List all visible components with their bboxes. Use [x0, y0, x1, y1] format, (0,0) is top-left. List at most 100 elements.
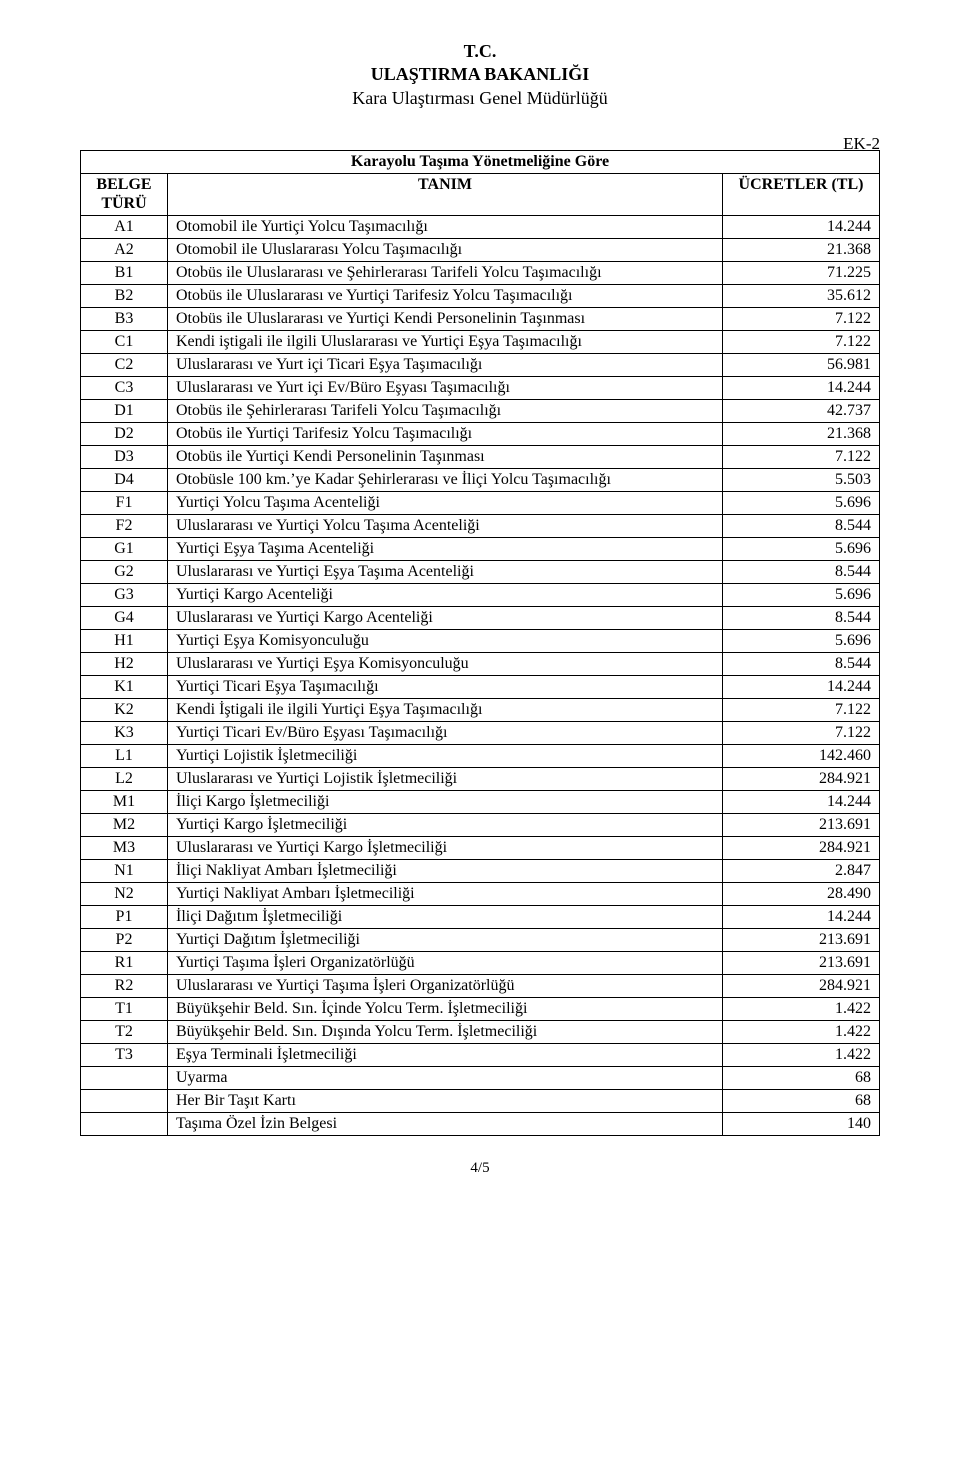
cell-desc: İliçi Dağıtım İşletmeciliği — [168, 905, 723, 928]
table-row: N1İliçi Nakliyat Ambarı İşletmeciliği2.8… — [81, 859, 880, 882]
cell-code: A1 — [81, 215, 168, 238]
table-row: D1Otobüs ile Şehirlerarası Tarifeli Yolc… — [81, 399, 880, 422]
table-row: R1Yurtiçi Taşıma İşleri Organizatörlüğü2… — [81, 951, 880, 974]
cell-code: R2 — [81, 974, 168, 997]
table-row: G1Yurtiçi Eşya Taşıma Acenteliği5.696 — [81, 537, 880, 560]
cell-code — [81, 1112, 168, 1135]
table-row: D3Otobüs ile Yurtiçi Kendi Personelinin … — [81, 445, 880, 468]
cell-fee: 56.981 — [723, 353, 880, 376]
cell-fee: 5.503 — [723, 468, 880, 491]
table-row: M1İliçi Kargo İşletmeciliği14.244 — [81, 790, 880, 813]
cell-fee: 5.696 — [723, 629, 880, 652]
cell-fee: 8.544 — [723, 652, 880, 675]
header-line3: Kara Ulaştırması Genel Müdürlüğü — [80, 87, 880, 110]
cell-fee: 7.122 — [723, 445, 880, 468]
cell-fee: 68 — [723, 1066, 880, 1089]
table-row: T1Büyükşehir Beld. Sın. İçinde Yolcu Ter… — [81, 997, 880, 1020]
table-row: Uyarma68 — [81, 1066, 880, 1089]
table-row: C1Kendi iştigali ile ilgili Uluslararası… — [81, 330, 880, 353]
cell-desc: Uluslararası ve Yurt içi Ev/Büro Eşyası … — [168, 376, 723, 399]
th-desc: TANIM — [168, 174, 723, 216]
fee-table-body: A1Otomobil ile Yurtiçi Yolcu Taşımacılığ… — [81, 215, 880, 1135]
cell-desc: Yurtiçi Ticari Ev/Büro Eşyası Taşımacılı… — [168, 721, 723, 744]
cell-code: K1 — [81, 675, 168, 698]
cell-fee: 8.544 — [723, 606, 880, 629]
table-row: B3Otobüs ile Uluslararası ve Yurtiçi Ken… — [81, 307, 880, 330]
cell-fee: 7.122 — [723, 330, 880, 353]
table-row: D4Otobüsle 100 km.’ye Kadar Şehirleraras… — [81, 468, 880, 491]
header-line2: ULAŞTIRMA BAKANLIĞI — [80, 63, 880, 86]
table-row: A2Otomobil ile Uluslararası Yolcu Taşıma… — [81, 238, 880, 261]
cell-desc: Uluslararası ve Yurtiçi Kargo Acenteliği — [168, 606, 723, 629]
cell-fee: 5.696 — [723, 583, 880, 606]
cell-fee: 8.544 — [723, 560, 880, 583]
cell-desc: Büyükşehir Beld. Sın. İçinde Yolcu Term.… — [168, 997, 723, 1020]
th-code-line2: TÜRÜ — [101, 195, 146, 212]
cell-fee: 71.225 — [723, 261, 880, 284]
table-caption-row: Karayolu Taşıma Yönetmeliğine Göre — [81, 151, 880, 174]
cell-fee: 2.847 — [723, 859, 880, 882]
cell-code: B2 — [81, 284, 168, 307]
cell-desc: Yurtiçi Taşıma İşleri Organizatörlüğü — [168, 951, 723, 974]
table-row: D2Otobüs ile Yurtiçi Tarifesiz Yolcu Taş… — [81, 422, 880, 445]
table-row: T2Büyükşehir Beld. Sın. Dışında Yolcu Te… — [81, 1020, 880, 1043]
cell-fee: 284.921 — [723, 974, 880, 997]
cell-desc: Otobüsle 100 km.’ye Kadar Şehirlerarası … — [168, 468, 723, 491]
cell-desc: Kendi İştigali ile ilgili Yurtiçi Eşya T… — [168, 698, 723, 721]
cell-code: M3 — [81, 836, 168, 859]
cell-code: F1 — [81, 491, 168, 514]
cell-fee: 14.244 — [723, 790, 880, 813]
cell-desc: Taşıma Özel İzin Belgesi — [168, 1112, 723, 1135]
table-row: K2Kendi İştigali ile ilgili Yurtiçi Eşya… — [81, 698, 880, 721]
cell-desc: Uluslararası ve Yurtiçi Eşya Komisyoncul… — [168, 652, 723, 675]
table-row: G4Uluslararası ve Yurtiçi Kargo Acenteli… — [81, 606, 880, 629]
cell-desc: Otobüs ile Uluslararası ve Yurtiçi Kendi… — [168, 307, 723, 330]
cell-code: T1 — [81, 997, 168, 1020]
table-row: M3Uluslararası ve Yurtiçi Kargo İşletmec… — [81, 836, 880, 859]
cell-fee: 7.122 — [723, 698, 880, 721]
cell-fee: 7.122 — [723, 721, 880, 744]
table-row: F1Yurtiçi Yolcu Taşıma Acenteliği5.696 — [81, 491, 880, 514]
table-row: Taşıma Özel İzin Belgesi140 — [81, 1112, 880, 1135]
cell-desc: Yurtiçi Eşya Taşıma Acenteliği — [168, 537, 723, 560]
cell-desc: Yurtiçi Ticari Eşya Taşımacılığı — [168, 675, 723, 698]
cell-code: N2 — [81, 882, 168, 905]
cell-desc: Otobüs ile Uluslararası ve Şehirlerarası… — [168, 261, 723, 284]
table-header-row: BELGE TÜRÜ TANIM ÜCRETLER (TL) — [81, 174, 880, 216]
cell-code: K2 — [81, 698, 168, 721]
table-caption-text: Karayolu Taşıma Yönetmeliğine Göre — [351, 153, 609, 170]
cell-fee: 5.696 — [723, 491, 880, 514]
cell-desc: Büyükşehir Beld. Sın. Dışında Yolcu Term… — [168, 1020, 723, 1043]
cell-code: P2 — [81, 928, 168, 951]
cell-desc: Kendi iştigali ile ilgili Uluslararası v… — [168, 330, 723, 353]
cell-code: R1 — [81, 951, 168, 974]
cell-desc: Uluslararası ve Yurt içi Ticari Eşya Taş… — [168, 353, 723, 376]
cell-fee: 8.544 — [723, 514, 880, 537]
cell-desc: Otobüs ile Yurtiçi Kendi Personelinin Ta… — [168, 445, 723, 468]
doc-header: T.C. ULAŞTIRMA BAKANLIĞI Kara Ulaştırmas… — [80, 40, 880, 110]
table-row: H1Yurtiçi Eşya Komisyonculuğu5.696 — [81, 629, 880, 652]
cell-desc: İliçi Nakliyat Ambarı İşletmeciliği — [168, 859, 723, 882]
table-row: B1Otobüs ile Uluslararası ve Şehirlerara… — [81, 261, 880, 284]
th-code: BELGE TÜRÜ — [81, 174, 168, 216]
table-row: C3Uluslararası ve Yurt içi Ev/Büro Eşyas… — [81, 376, 880, 399]
cell-code: N1 — [81, 859, 168, 882]
cell-fee: 213.691 — [723, 951, 880, 974]
cell-code: C3 — [81, 376, 168, 399]
cell-desc: Eşya Terminali İşletmeciliği — [168, 1043, 723, 1066]
cell-desc: Otobüs ile Uluslararası ve Yurtiçi Tarif… — [168, 284, 723, 307]
cell-code: G2 — [81, 560, 168, 583]
table-row: A1Otomobil ile Yurtiçi Yolcu Taşımacılığ… — [81, 215, 880, 238]
cell-code — [81, 1089, 168, 1112]
cell-code: T3 — [81, 1043, 168, 1066]
cell-desc: Yurtiçi Kargo Acenteliği — [168, 583, 723, 606]
cell-desc: Uluslararası ve Yurtiçi Lojistik İşletme… — [168, 767, 723, 790]
cell-fee: 14.244 — [723, 215, 880, 238]
cell-code: F2 — [81, 514, 168, 537]
table-row: G3Yurtiçi Kargo Acenteliği5.696 — [81, 583, 880, 606]
cell-desc: Her Bir Taşıt Kartı — [168, 1089, 723, 1112]
cell-code: T2 — [81, 1020, 168, 1043]
table-row: F2Uluslararası ve Yurtiçi Yolcu Taşıma A… — [81, 514, 880, 537]
cell-code: D4 — [81, 468, 168, 491]
cell-desc: Otobüs ile Şehirlerarası Tarifeli Yolcu … — [168, 399, 723, 422]
